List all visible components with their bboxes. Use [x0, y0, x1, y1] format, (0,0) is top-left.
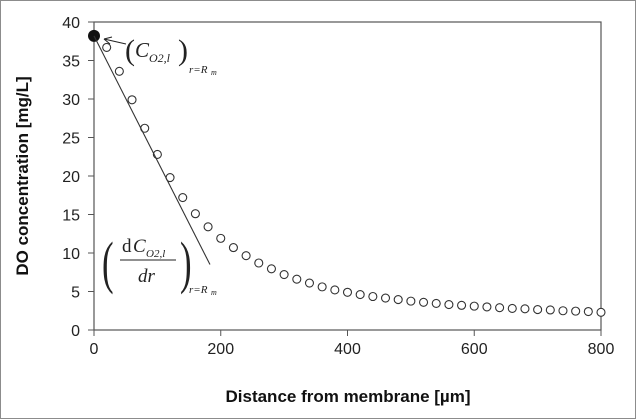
x-tick-label: 200: [207, 341, 234, 358]
data-point: [431, 298, 441, 308]
data-point: [190, 209, 200, 219]
y-tick-label: 35: [62, 54, 80, 71]
data-point: [393, 295, 403, 305]
data-point: [266, 264, 277, 274]
surface-concentration-annotation: ( C O2,l ) r=R m: [103, 34, 217, 77]
data-point: [342, 287, 353, 297]
data-point: [304, 278, 315, 288]
data-point: [292, 274, 302, 284]
data-point: [228, 243, 238, 253]
x-tick-label: 600: [461, 341, 488, 358]
data-point: [254, 258, 264, 268]
svg-text:): ): [180, 231, 192, 295]
svg-text:(: (: [102, 231, 114, 295]
data-point: [330, 285, 340, 295]
data-point: [368, 291, 378, 302]
x-tick-label: 0: [90, 341, 99, 358]
svg-text:): ): [178, 34, 188, 67]
data-point: [495, 303, 505, 313]
data-point: [127, 95, 137, 105]
data-point: [520, 304, 530, 314]
svg-text:m: m: [211, 68, 217, 77]
data-point: [571, 306, 581, 316]
data-point: [583, 306, 593, 317]
data-point: [469, 301, 479, 311]
y-tick-label: 0: [71, 323, 80, 340]
data-point: [444, 300, 454, 310]
data-point: [203, 222, 213, 232]
y-tick-label: 10: [62, 246, 80, 263]
data-point: [279, 270, 289, 280]
data-point: [380, 293, 391, 303]
y-tick-label: 20: [62, 169, 80, 186]
svg-text:(: (: [125, 34, 135, 67]
svg-text:C: C: [135, 38, 150, 62]
x-tick-label: 400: [334, 341, 361, 358]
data-point: [545, 305, 555, 315]
x-tick-label: 800: [588, 341, 615, 358]
y-axis-label: DO concentration [mg/L]: [13, 76, 32, 275]
data-point: [457, 300, 467, 310]
data-point: [533, 305, 543, 315]
svg-text:d: d: [122, 236, 132, 257]
data-point: [418, 297, 429, 307]
data-point: [482, 302, 492, 312]
svg-text:C: C: [133, 236, 146, 257]
gradient-annotation: ( d C O2,l dr ) r=R m: [102, 231, 217, 297]
data-point: [178, 193, 188, 203]
tangent-line: [93, 35, 211, 265]
data-point: [596, 307, 606, 317]
data-point: [558, 306, 568, 316]
data-point: [241, 251, 251, 261]
data-point: [317, 282, 327, 292]
y-tick-label: 15: [62, 208, 80, 225]
svg-text:dr: dr: [138, 266, 156, 287]
data-point: [114, 66, 124, 76]
svg-text:m: m: [211, 288, 217, 297]
y-tick-label: 40: [62, 15, 80, 32]
data-point: [216, 233, 226, 243]
y-tick-label: 30: [62, 92, 80, 109]
y-tick-label: 25: [62, 131, 80, 148]
y-tick-label: 5: [71, 285, 80, 302]
svg-text:O2,l: O2,l: [149, 51, 171, 65]
svg-text:r=R: r=R: [189, 284, 208, 296]
x-axis-label: Distance from membrane [µm]: [225, 387, 470, 406]
data-point: [102, 42, 112, 52]
svg-text:r=R: r=R: [189, 64, 208, 76]
data-point: [406, 296, 416, 306]
data-point: [507, 303, 517, 313]
svg-text:O2,l: O2,l: [146, 248, 165, 260]
data-point: [355, 290, 365, 300]
